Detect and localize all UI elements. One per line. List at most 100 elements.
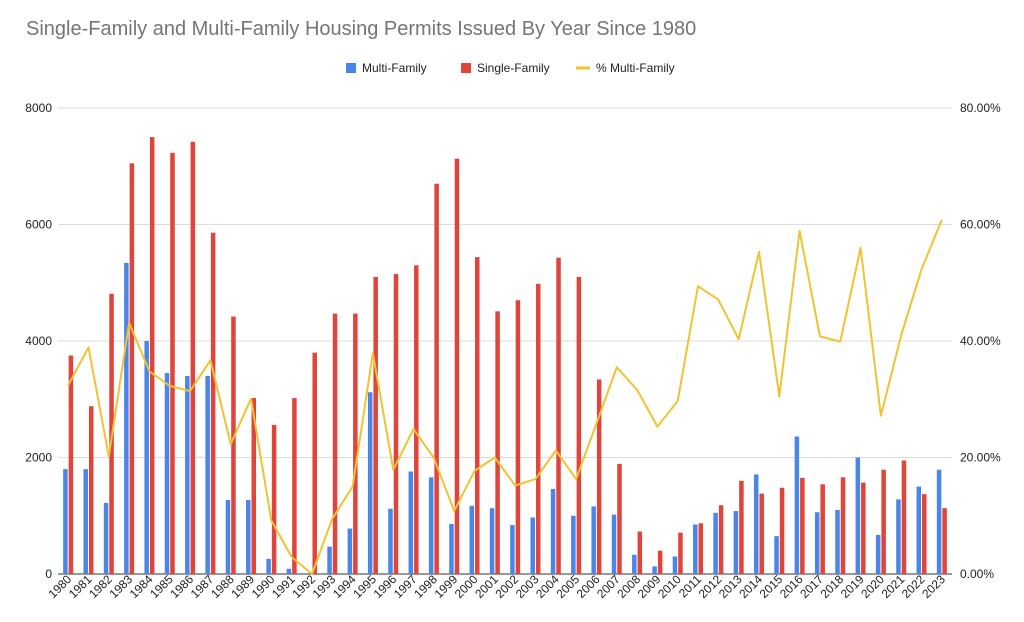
bar-multi-family	[753, 474, 759, 574]
bar-multi-family	[388, 508, 393, 574]
bar-single-family	[353, 313, 358, 574]
bar-single-family	[373, 276, 378, 574]
bar-single-family	[881, 469, 886, 574]
bar-multi-family	[713, 512, 718, 574]
bar-multi-family	[916, 486, 922, 574]
y-tick-label-left: 2000	[25, 451, 52, 465]
bar-single-family	[861, 482, 866, 574]
bar-multi-family	[672, 556, 678, 574]
x-tick-label: 2023	[919, 572, 948, 601]
bar-single-family	[515, 300, 521, 574]
bar-single-family	[231, 316, 236, 574]
bar-multi-family	[164, 373, 170, 574]
bar-single-family	[292, 398, 297, 574]
legend-label-multi-family: Multi-Family	[362, 61, 427, 75]
bar-single-family	[312, 352, 317, 574]
bar-multi-family	[632, 554, 637, 574]
bar-single-family	[576, 276, 582, 574]
bar-multi-family	[185, 375, 190, 574]
bar-multi-family	[591, 506, 596, 574]
bar-single-family	[149, 137, 155, 574]
y-tick-label-left: 6000	[25, 218, 52, 232]
bar-multi-family	[408, 471, 414, 574]
legend-swatch-single-family	[461, 63, 471, 73]
bar-multi-family	[693, 524, 698, 574]
bar-multi-family	[814, 512, 820, 574]
bar-multi-family	[936, 469, 942, 574]
bar-multi-family	[530, 517, 535, 574]
y-tick-label-left: 4000	[25, 334, 52, 348]
bar-single-family	[942, 508, 947, 574]
bar-multi-family	[246, 500, 251, 574]
bar-multi-family	[205, 375, 210, 574]
bar-single-family	[68, 355, 74, 574]
bar-multi-family	[774, 536, 779, 574]
bar-single-family	[637, 531, 643, 574]
y-tick-label-right: 80.00%	[960, 101, 1001, 115]
bar-single-family	[800, 477, 805, 574]
bar-single-family	[434, 183, 439, 574]
bar-single-family	[840, 477, 846, 574]
bar-single-family	[922, 494, 927, 574]
bar-multi-family	[63, 469, 68, 574]
bar-single-family	[759, 493, 764, 574]
y-tick-label-right: 20.00%	[960, 451, 1001, 465]
bar-single-family	[414, 265, 419, 574]
bar-multi-family	[327, 546, 332, 574]
bar-multi-family	[83, 469, 88, 574]
bar-multi-family	[510, 525, 515, 574]
bar-single-family	[657, 550, 663, 574]
bar-single-family	[739, 480, 744, 574]
bar-single-family	[332, 313, 338, 574]
bar-multi-family	[347, 528, 353, 574]
bar-single-family	[678, 532, 683, 574]
chart-title: Single-Family and Multi-Family Housing P…	[26, 18, 697, 40]
bar-single-family	[901, 460, 907, 574]
y-tick-label-left: 0	[45, 567, 52, 581]
bar-single-family	[210, 232, 216, 574]
bar-multi-family	[794, 436, 800, 574]
line-pct-multi-family	[67, 219, 943, 575]
bar-single-family	[170, 152, 175, 575]
legend-label-single-family: Single-Family	[477, 61, 550, 75]
bar-multi-family	[875, 534, 881, 574]
bar-single-family	[251, 398, 257, 574]
bar-multi-family	[896, 499, 901, 574]
bar-multi-family	[266, 558, 271, 574]
bar-multi-family	[835, 509, 840, 574]
bar-multi-family	[652, 566, 657, 574]
bar-single-family	[556, 257, 561, 574]
bar-multi-family	[571, 515, 576, 574]
bar-multi-family	[855, 457, 861, 574]
bar-multi-family	[733, 511, 739, 574]
y-tick-label-right: 60.00%	[960, 218, 1001, 232]
bar-multi-family	[367, 392, 373, 574]
bar-multi-family	[103, 502, 109, 574]
bar-single-family	[596, 379, 602, 574]
bar-single-family	[718, 505, 724, 574]
bar-single-family	[535, 283, 541, 574]
bar-multi-family	[144, 341, 149, 574]
bar-multi-family	[428, 477, 434, 574]
bar-single-family	[393, 274, 399, 574]
legend-label-pct-multi-family: % Multi-Family	[596, 61, 675, 75]
bar-single-family	[820, 484, 825, 574]
bar-multi-family	[225, 500, 231, 574]
bar-single-family	[475, 257, 480, 574]
bar-single-family	[495, 311, 500, 574]
bar-single-family	[271, 424, 277, 574]
y-tick-label-right: 0.00%	[960, 567, 994, 581]
bar-single-family	[129, 163, 135, 574]
bar-single-family	[454, 158, 460, 575]
bar-single-family	[698, 523, 704, 574]
y-tick-label-right: 40.00%	[960, 334, 1001, 348]
bar-multi-family	[469, 505, 475, 574]
bar-single-family	[88, 406, 94, 574]
y-tick-label-left: 8000	[25, 101, 52, 115]
legend-swatch-multi-family	[346, 63, 356, 73]
bar-single-family	[779, 487, 785, 574]
bar-multi-family	[124, 262, 129, 574]
bar-multi-family	[550, 488, 556, 574]
